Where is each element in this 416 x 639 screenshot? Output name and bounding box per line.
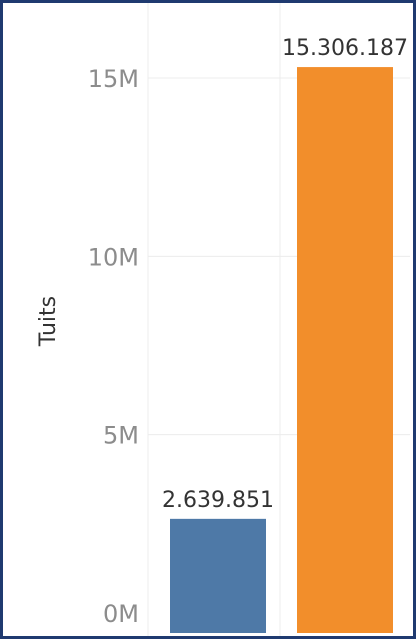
y-axis: 0M 5M 10M 15M [88, 65, 139, 628]
y-tick-label: 5M [103, 422, 139, 450]
bar-value-label: 15.306.187 [282, 36, 408, 61]
bar-chart: 0M 5M 10M 15M 2.639.851 15.306.187 Tuits [36, 3, 410, 636]
bar [297, 67, 393, 633]
y-axis-title: Tuits [36, 296, 61, 347]
value-labels: 2.639.851 15.306.187 [162, 36, 408, 513]
y-tick-label: 15M [88, 65, 139, 93]
bars [170, 67, 393, 633]
bar [170, 518, 266, 633]
y-tick-label: 10M [88, 243, 139, 271]
gridlines [147, 3, 410, 636]
bar-value-label: 2.639.851 [162, 488, 274, 513]
y-tick-label: 0M [103, 600, 139, 628]
